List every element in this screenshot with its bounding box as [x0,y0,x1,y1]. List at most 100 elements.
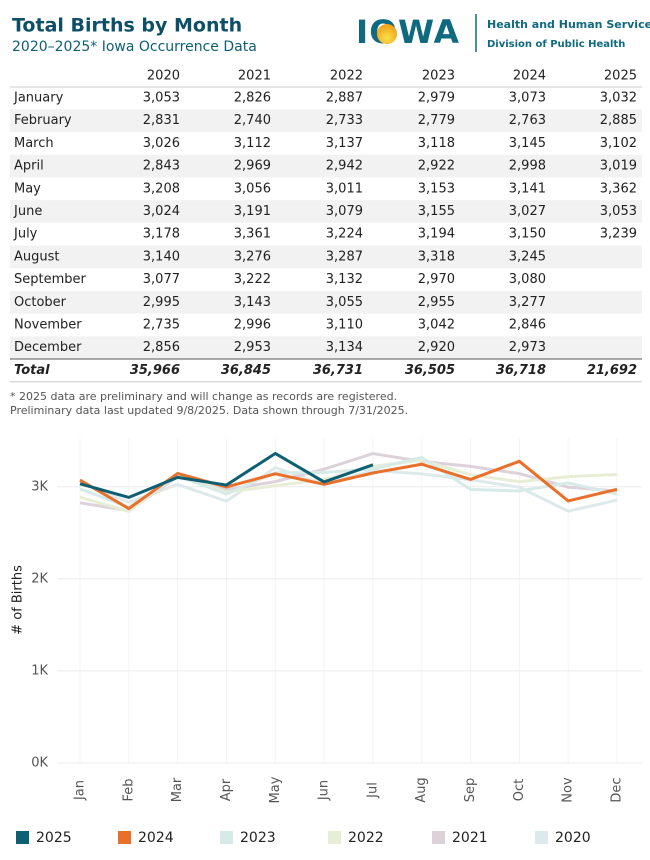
legend-label: 2020 [555,830,591,846]
logo-sun [377,24,397,44]
cell: 2,826 [234,91,271,106]
total-cell: 36,718 [496,363,546,378]
cell: 3,053 [143,91,180,106]
column-header: 2022 [330,69,363,84]
cell: 2,733 [326,113,363,128]
cell: 2,887 [326,91,363,106]
cell: 3,032 [600,91,637,106]
legend-swatch [16,831,29,844]
cell: 2,996 [234,318,271,333]
legend-label: 2022 [348,830,384,846]
row-label: December [14,340,82,355]
cell: 2,885 [600,113,637,128]
cell: 2,763 [509,113,546,128]
cell: 3,077 [143,272,180,287]
cell: 3,053 [600,204,637,219]
cell: 3,110 [326,318,363,333]
y-tick-label: 1K [31,663,48,678]
row-label: August [14,249,60,264]
series-line [79,451,374,499]
cell: 3,141 [509,181,546,196]
row-label: May [14,181,41,196]
y-axis-title: # of Births [11,565,26,635]
column-header: 2021 [238,69,271,84]
cell: 3,277 [509,295,546,310]
legend-swatch [432,831,445,844]
cell: 3,362 [600,181,637,196]
cell: 3,245 [509,249,546,264]
division: Division of Public Health [487,39,625,50]
cell: 3,118 [418,136,455,151]
cell: 2,995 [143,295,180,310]
total-cell: 35,966 [130,363,180,378]
x-tick-label: Apr [219,778,234,801]
cell: 3,145 [509,136,546,151]
x-tick-label: Nov [561,777,576,803]
x-tick-label: Sep [463,778,478,803]
total-label: Total [14,363,50,378]
cell: 3,153 [418,181,455,196]
cell: 2,922 [418,159,455,174]
row-label: March [14,136,54,151]
row-label: September [14,272,87,287]
row-stripe [10,154,642,178]
legend-label: 2023 [240,830,276,846]
subtitle: 2020–2025* Iowa Occurrence Data [12,39,257,55]
cell: 3,137 [326,136,363,151]
column-header: 2020 [147,69,180,84]
x-tick-label: Feb [121,778,136,801]
x-tick-label: Aug [414,777,429,802]
cell: 3,143 [234,295,271,310]
row-stripe [10,245,642,269]
cell: 2,973 [509,340,546,355]
legend-swatch [220,831,233,844]
row-stripe [10,200,642,223]
column-header: 2023 [422,69,455,84]
cell: 3,079 [326,204,363,219]
cell: 3,155 [418,204,455,219]
column-header: 2024 [513,69,546,84]
cell: 2,920 [418,340,455,355]
cell: 3,080 [509,272,546,287]
cell: 3,011 [326,181,363,196]
cell: 3,361 [234,227,271,242]
total-cell: 36,845 [221,363,271,378]
cell: 2,843 [143,159,180,174]
total-cell: 36,731 [313,363,363,378]
total-cell: 36,505 [405,363,455,378]
cell: 3,019 [600,159,637,174]
legend-swatch [535,831,548,844]
y-tick-label: 0K [31,756,48,771]
row-stripe [10,109,642,133]
cell: 3,239 [600,227,637,242]
cell: 3,055 [326,295,363,310]
cell: 2,953 [234,340,271,355]
series-line [79,456,618,509]
x-tick-label: Oct [512,779,527,801]
cell: 2,779 [418,113,455,128]
legend-label: 2025 [36,830,72,846]
cell: 3,318 [418,249,455,264]
legend-label: 2021 [452,830,488,846]
x-tick-label: Dec [610,777,625,802]
cell: 3,224 [326,227,363,242]
x-tick-label: Jun [317,780,332,801]
cell: 2,740 [234,113,271,128]
cell: 2,970 [418,272,455,287]
cell: 3,134 [326,340,363,355]
row-label: October [14,295,67,310]
cell: 3,287 [326,249,363,264]
row-label: January [13,91,64,106]
cell: 3,042 [418,318,455,333]
row-stripe [10,336,642,360]
cell: 3,194 [418,227,455,242]
cell: 3,191 [234,204,271,219]
row-label: April [14,159,44,174]
cell: 2,955 [418,295,455,310]
cell: 3,222 [234,272,271,287]
cell: 2,846 [509,318,546,333]
cell: 3,208 [143,181,180,196]
y-tick-label: 2K [31,571,48,586]
cell: 3,276 [234,249,271,264]
